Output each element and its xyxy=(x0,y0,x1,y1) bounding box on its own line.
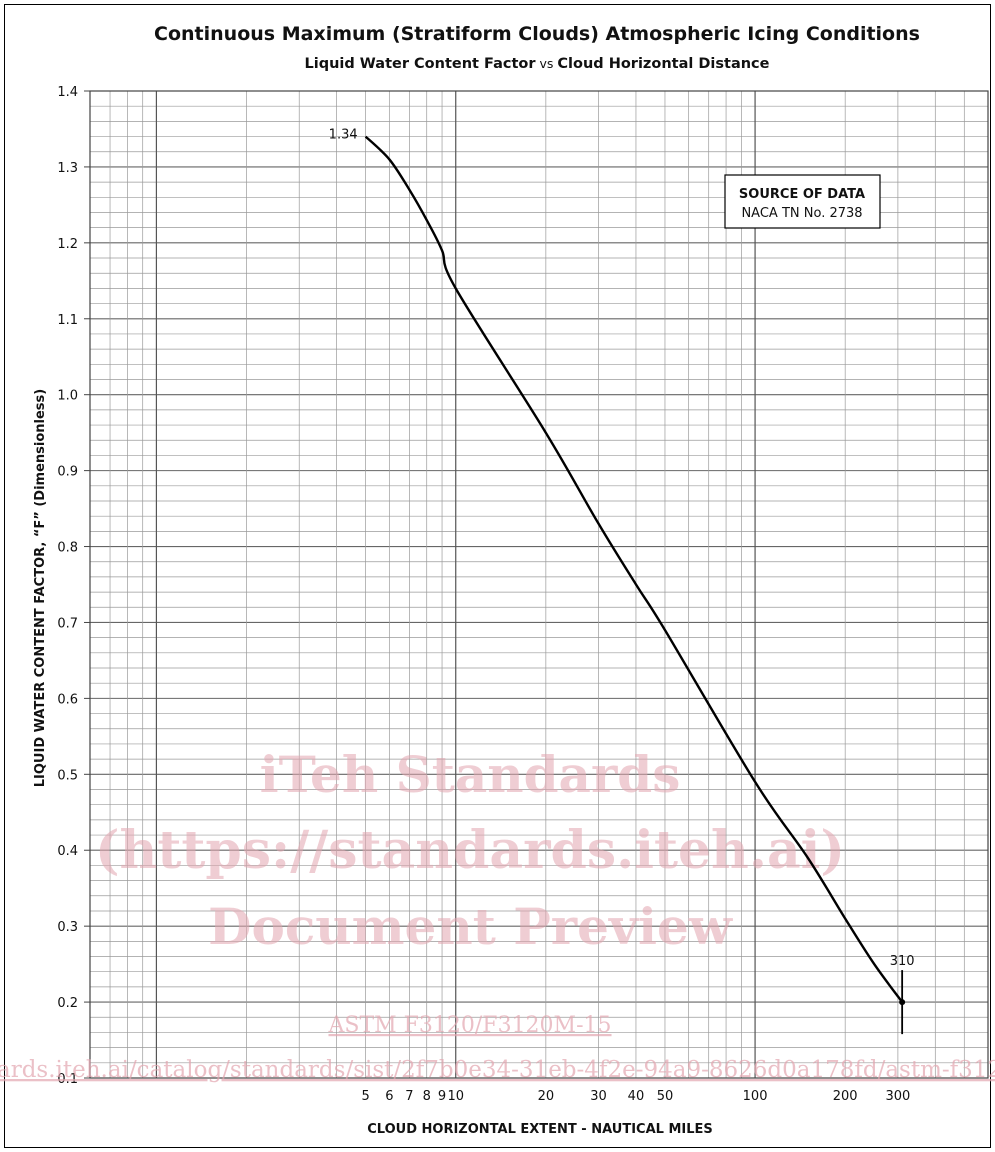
annotations: 1.34 310 xyxy=(329,128,915,1035)
series-line xyxy=(364,135,904,1003)
x-tick-label: 100 xyxy=(743,1089,768,1104)
watermark-line-5: https://standards.iteh.ai/catalog/standa… xyxy=(0,1057,995,1083)
chart-frame xyxy=(4,4,991,1148)
chart-title: Continuous Maximum (Stratiform Clouds) A… xyxy=(154,23,920,45)
annotation-end-label: 310 xyxy=(890,954,915,969)
subtitle-part-1: Liquid Water Content Factor xyxy=(305,56,537,72)
x-tick-label: 50 xyxy=(657,1089,674,1104)
x-tick-label: 30 xyxy=(590,1089,607,1104)
y-tick-label: 0.8 xyxy=(57,541,78,556)
y-tick-label: 1.2 xyxy=(57,237,78,252)
source-box-frame xyxy=(724,174,881,229)
y-tick-label: 1.4 xyxy=(57,85,78,100)
y-tick-label: 0.5 xyxy=(57,768,78,783)
watermark: iTeh Standards (https://standards.iteh.a… xyxy=(0,745,995,1083)
x-tick-label: 7 xyxy=(405,1089,413,1104)
series xyxy=(364,135,904,1003)
x-tick-label: 5 xyxy=(361,1089,369,1104)
y-axis-label: LIQUID WATER CONTENT FACTOR, “F” (Dimens… xyxy=(33,389,48,787)
y-tick-label: 0.2 xyxy=(57,996,78,1011)
y-tick-label: 0.1 xyxy=(57,1072,78,1087)
y-tick-label: 0.6 xyxy=(57,692,78,707)
subtitle-part-2: Cloud Horizontal Distance xyxy=(557,56,769,72)
source-box-line-1: SOURCE OF DATA xyxy=(739,187,865,202)
y-tick-labels: 0.1 0.2 0.3 0.4 0.5 0.6 0.7 0.8 0.9 1.0 1.1 1.2 1.3 1… xyxy=(57,85,90,1087)
subtitle-vs: vs xyxy=(536,56,558,71)
x-axis-label: CLOUD HORIZONTAL EXTENT - NAUTICAL MILES xyxy=(367,1122,713,1137)
annotation-start-label: 1.34 xyxy=(329,128,358,143)
x-tick-label: 300 xyxy=(885,1089,910,1104)
y-tick-label: 0.9 xyxy=(57,465,78,480)
x-tick-label: 9 xyxy=(438,1089,446,1104)
y-tick-label: 1.1 xyxy=(57,313,78,328)
chart-subtitle: Liquid Water Content Factor vs Cloud Hor… xyxy=(305,56,770,72)
x-tick-label: 200 xyxy=(833,1089,858,1104)
y-tick-label: 0.7 xyxy=(57,616,78,631)
watermark-line-1: iTeh Standards xyxy=(260,745,681,804)
watermark-line-2: (https://standards.iteh.ai) xyxy=(95,820,845,881)
x-tick-label: 10 xyxy=(447,1089,464,1104)
source-box-line-2: NACA TN No. 2738 xyxy=(741,206,862,221)
y-tick-label: 1.0 xyxy=(57,389,78,404)
watermark-line-4: ASTM F3120/F3120M-15 xyxy=(327,1013,611,1038)
x-tick-label: 8 xyxy=(423,1089,431,1104)
x-tick-labels: 5 6 7 8 9 10 20 30 40 50 100 200 300 xyxy=(361,1089,910,1104)
annotation-end-point xyxy=(899,999,906,1006)
watermark-line-3: Document Preview xyxy=(208,897,734,956)
source-box: SOURCE OF DATA NACA TN No. 2738 xyxy=(724,174,881,229)
y-tick-label: 0.4 xyxy=(57,844,78,859)
y-tick-label: 1.3 xyxy=(57,161,78,176)
y-tick-label: 0.3 xyxy=(57,920,78,935)
x-tick-label: 6 xyxy=(385,1089,393,1104)
plot-border xyxy=(89,90,989,1079)
x-tick-label: 40 xyxy=(628,1089,645,1104)
x-tick-label: 20 xyxy=(538,1089,555,1104)
